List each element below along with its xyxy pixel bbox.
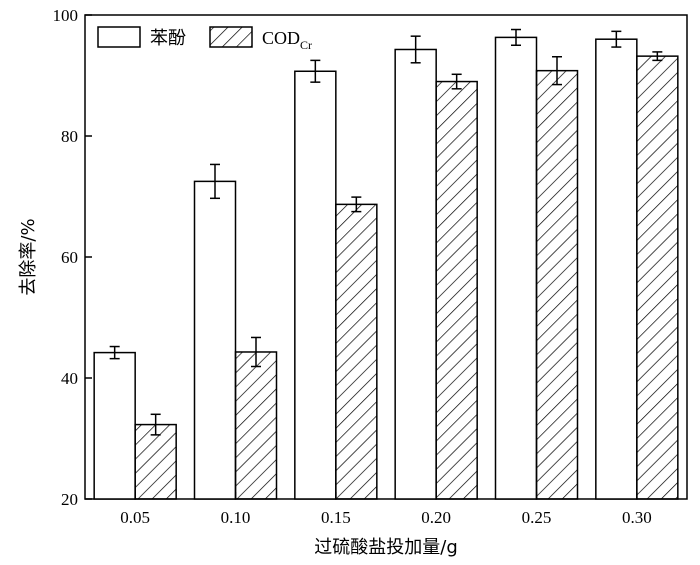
- legend-swatch-phenol: [97, 26, 141, 48]
- bar-phenol: [193, 180, 237, 500]
- bar-cod: [636, 55, 679, 500]
- y-tick-label: 60: [61, 248, 78, 267]
- y-axis: 20 40 60 80 100: [53, 6, 92, 509]
- bar-phenol: [294, 70, 337, 500]
- x-tick-label: 0.05: [120, 508, 150, 527]
- legend-label-cod-sub: Cr: [300, 38, 312, 52]
- bar-cod: [335, 203, 378, 500]
- bar-cod: [134, 423, 177, 500]
- legend: 苯酚 CODCr: [97, 26, 312, 52]
- y-tick-label: 40: [61, 369, 78, 388]
- x-tick-label: 0.10: [221, 508, 251, 527]
- bar-cod: [435, 80, 478, 500]
- x-tick-label: 0.15: [321, 508, 351, 527]
- y-axis-title: 去除率/%: [18, 218, 39, 295]
- legend-label-cod: CODCr: [262, 28, 312, 52]
- y-tick-label: 20: [61, 490, 78, 509]
- legend-label-cod-main: COD: [262, 28, 300, 48]
- x-tick-label: 0.20: [421, 508, 451, 527]
- bar-cod: [535, 69, 579, 500]
- bar-phenol: [595, 38, 638, 500]
- bar-cod: [234, 351, 278, 500]
- legend-label-phenol: 苯酚: [150, 28, 186, 49]
- x-tick-label: 0.30: [622, 508, 652, 527]
- bar-phenol: [93, 351, 136, 500]
- error-bars-group: [109, 28, 663, 436]
- y-tick-label: 80: [61, 127, 78, 146]
- x-tick-label: 0.25: [522, 508, 552, 527]
- x-axis-title: 过硫酸盐投加量/g: [314, 537, 458, 558]
- legend-swatch-cod: [209, 26, 253, 48]
- y-tick-label: 100: [53, 6, 79, 25]
- bars-group: [93, 36, 679, 500]
- bar-phenol: [494, 36, 538, 500]
- bar-phenol: [394, 48, 437, 500]
